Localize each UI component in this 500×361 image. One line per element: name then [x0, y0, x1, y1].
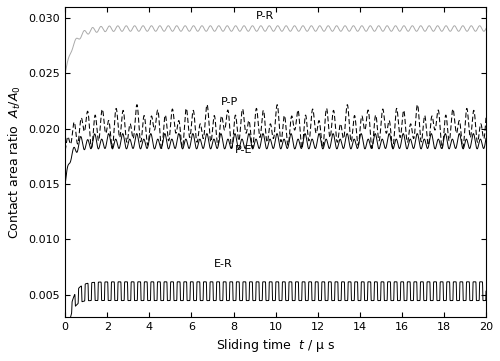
Text: P-R: P-R	[256, 11, 274, 21]
Text: P-E: P-E	[236, 145, 253, 155]
X-axis label: Sliding time  $t$ / μ s: Sliding time $t$ / μ s	[216, 337, 335, 354]
Y-axis label: Contact area ratio  $A_t/A_0$: Contact area ratio $A_t/A_0$	[7, 85, 23, 239]
Text: P-P: P-P	[220, 97, 238, 107]
Text: E-R: E-R	[214, 259, 233, 269]
